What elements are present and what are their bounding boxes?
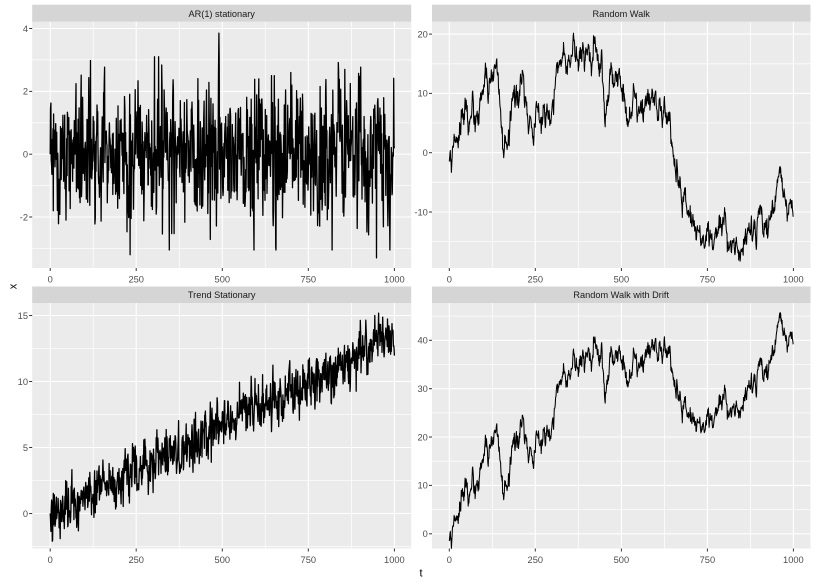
svg-text:1000: 1000 bbox=[384, 555, 405, 565]
svg-text:5: 5 bbox=[23, 443, 28, 453]
svg-text:Random Walk with Drift: Random Walk with Drift bbox=[573, 290, 669, 300]
svg-text:10: 10 bbox=[417, 481, 427, 491]
svg-text:20: 20 bbox=[417, 432, 427, 442]
svg-text:0: 0 bbox=[48, 275, 53, 285]
svg-text:250: 250 bbox=[128, 555, 144, 565]
svg-text:20: 20 bbox=[417, 29, 427, 39]
svg-text:4: 4 bbox=[23, 24, 28, 34]
svg-text:250: 250 bbox=[528, 555, 544, 565]
svg-text:0: 0 bbox=[23, 150, 28, 160]
svg-text:0: 0 bbox=[447, 555, 452, 565]
svg-text:250: 250 bbox=[128, 275, 144, 285]
svg-text:40: 40 bbox=[417, 336, 427, 346]
svg-text:500: 500 bbox=[614, 275, 630, 285]
svg-text:2: 2 bbox=[23, 87, 28, 97]
svg-text:250: 250 bbox=[528, 275, 544, 285]
svg-text:1000: 1000 bbox=[384, 275, 405, 285]
svg-text:0: 0 bbox=[423, 529, 428, 539]
svg-text:t: t bbox=[419, 568, 422, 580]
svg-text:Trend Stationary: Trend Stationary bbox=[188, 290, 256, 300]
svg-text:500: 500 bbox=[215, 275, 231, 285]
svg-text:500: 500 bbox=[614, 555, 630, 565]
svg-text:x: x bbox=[8, 283, 20, 289]
svg-text:0: 0 bbox=[447, 275, 452, 285]
svg-text:-2: -2 bbox=[20, 212, 28, 222]
svg-text:750: 750 bbox=[301, 275, 317, 285]
svg-text:15: 15 bbox=[18, 311, 28, 321]
svg-text:0: 0 bbox=[423, 148, 428, 158]
svg-text:750: 750 bbox=[700, 555, 716, 565]
svg-text:AR(1) stationary: AR(1) stationary bbox=[189, 9, 256, 19]
svg-text:1000: 1000 bbox=[783, 275, 804, 285]
svg-text:750: 750 bbox=[301, 555, 317, 565]
svg-text:30: 30 bbox=[417, 384, 427, 394]
svg-text:750: 750 bbox=[700, 275, 716, 285]
svg-text:-10: -10 bbox=[414, 207, 427, 217]
svg-text:1000: 1000 bbox=[783, 555, 804, 565]
svg-text:0: 0 bbox=[48, 555, 53, 565]
svg-text:10: 10 bbox=[417, 89, 427, 99]
svg-text:500: 500 bbox=[215, 555, 231, 565]
svg-text:10: 10 bbox=[18, 377, 28, 387]
svg-text:Random Walk: Random Walk bbox=[593, 9, 651, 19]
svg-text:0: 0 bbox=[23, 509, 28, 519]
